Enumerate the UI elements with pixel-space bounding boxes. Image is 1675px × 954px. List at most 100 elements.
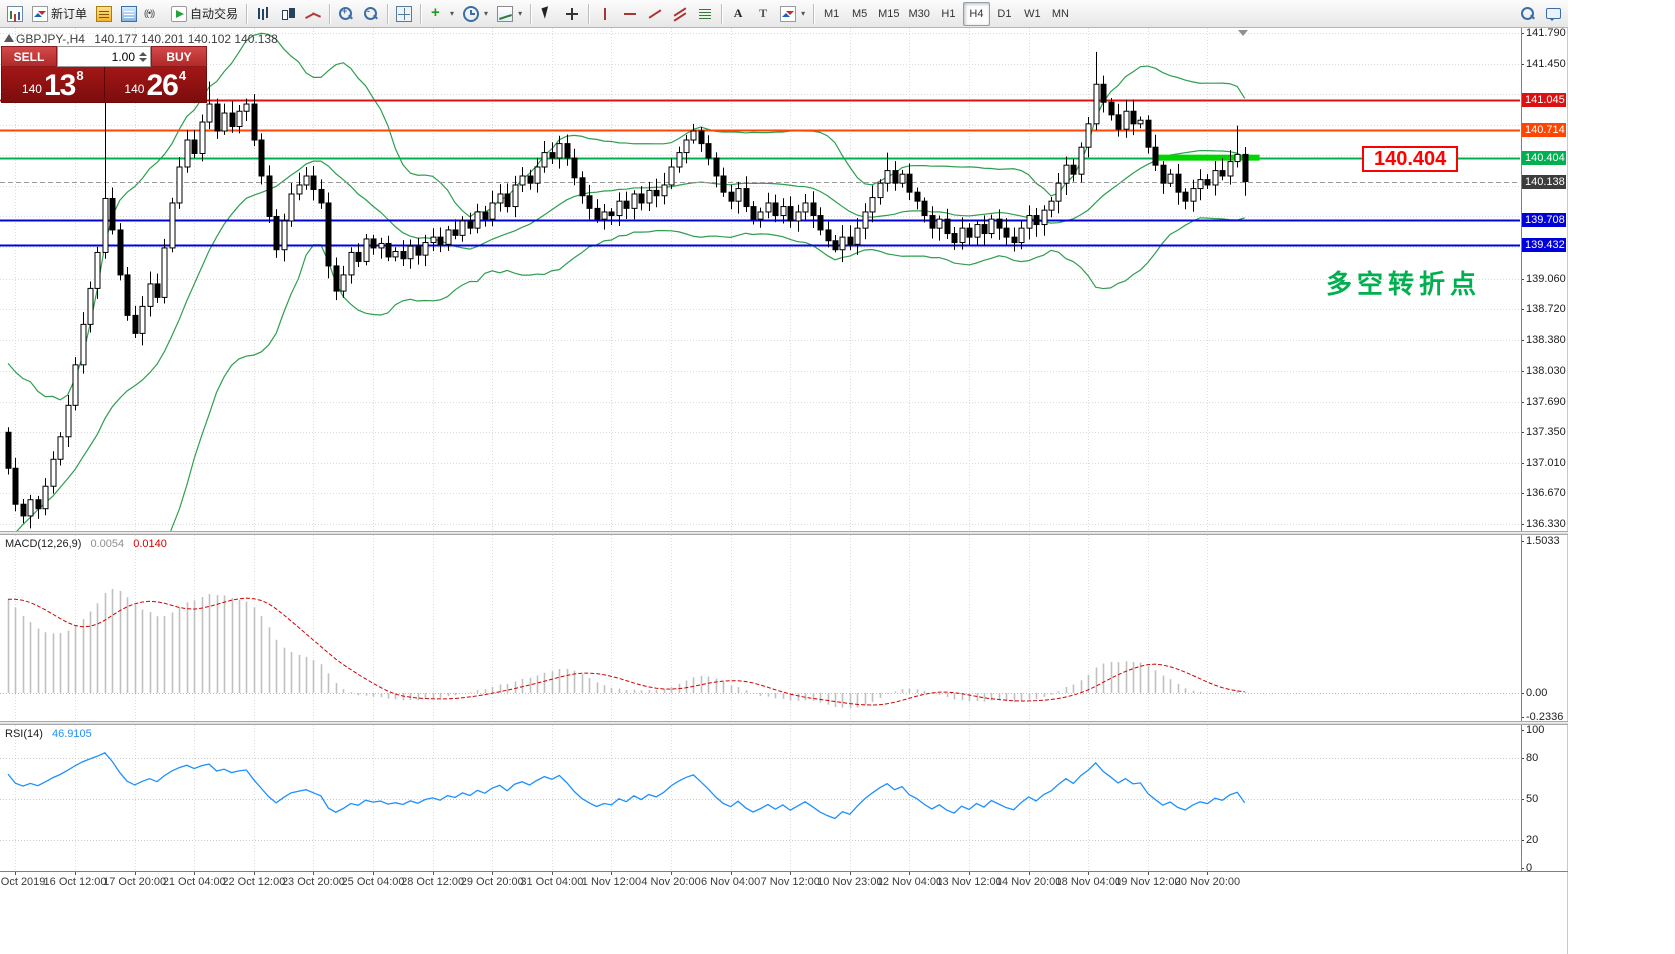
chat-button[interactable] — [1541, 2, 1565, 26]
toolbar-separator — [588, 3, 590, 24]
rsi-pane — [0, 751, 1520, 841]
toolbar: 新订单 自动交易 + - A T M1 — [0, 0, 1568, 28]
crosshair-tool-button[interactable] — [560, 2, 584, 26]
macd-splitter[interactable] — [0, 531, 1568, 535]
new-order-label: 新订单 — [51, 7, 88, 21]
fibonacci-tool[interactable] — [693, 2, 717, 26]
timeframe-h4[interactable]: H4 — [962, 1, 990, 26]
timeframe-h1[interactable]: H1 — [941, 7, 956, 20]
indicators-icon — [429, 5, 445, 22]
volume-up-icon[interactable] — [139, 51, 147, 56]
fibonacci-icon — [697, 6, 713, 22]
cursor-tool-button[interactable] — [535, 2, 559, 26]
data-window-glyph — [121, 5, 138, 22]
price-callout-box[interactable]: 140.404 — [1362, 146, 1459, 172]
chart-window-glyph — [7, 5, 23, 22]
periods-button[interactable] — [459, 2, 492, 26]
indicators-button[interactable] — [425, 2, 458, 26]
new-order-button[interactable]: 新订单 — [28, 2, 91, 26]
cursor-icon — [539, 6, 555, 22]
vertical-line-icon — [597, 6, 613, 22]
macd-name: MACD(12,26,9) — [5, 538, 82, 550]
bar-chart-button[interactable] — [251, 2, 275, 26]
volume-value: 1.00 — [111, 49, 135, 64]
volume-down-icon[interactable] — [139, 57, 147, 62]
buy-button[interactable]: BUY — [151, 46, 207, 67]
timeframe-m30[interactable]: M30 — [908, 7, 930, 20]
line-icon — [305, 6, 321, 22]
line-chart-button[interactable] — [301, 2, 325, 26]
sell-button[interactable]: SELL — [1, 46, 57, 67]
trendline-icon — [647, 6, 663, 22]
clock-icon — [463, 5, 480, 22]
horizontal-line-tool[interactable] — [618, 2, 642, 26]
volume-input[interactable]: 1.00 — [57, 46, 151, 67]
candlestick-chart-button[interactable] — [276, 2, 300, 26]
toolbar-separator — [530, 3, 532, 24]
symbol-info: GBPJPY-,H4 140.177 140.201 140.102 140.1… — [16, 32, 278, 46]
tile-windows-button[interactable] — [392, 2, 416, 26]
channel-tool[interactable] — [668, 2, 692, 26]
text-label-tool[interactable]: T — [759, 6, 768, 20]
toolbar-separator — [329, 3, 331, 24]
symbol-name: GBPJPY-,H4 — [16, 32, 85, 46]
templates-button[interactable] — [493, 2, 526, 26]
macd-histogram — [7, 588, 1247, 709]
one-click-trading-panel: SELL 1.00 BUY 140 13 8 140 26 4 — [1, 46, 207, 103]
market-watch-icon[interactable] — [92, 2, 116, 26]
chat-icon — [1545, 6, 1561, 22]
arrows-icon — [780, 5, 797, 22]
sell-price-button[interactable]: 140 13 8 — [2, 67, 104, 102]
bb-lower — [170, 217, 1245, 531]
timeframe-m5[interactable]: M5 — [851, 7, 868, 20]
toolbar-separator — [420, 3, 422, 24]
text-tool[interactable]: A — [733, 6, 743, 20]
search-button[interactable] — [1516, 2, 1540, 26]
trendline-tool[interactable] — [643, 2, 667, 26]
highlight-segment[interactable] — [1155, 154, 1260, 161]
symbol-ohlc: 140.177 140.201 140.102 140.138 — [94, 32, 278, 46]
zoom-out-button[interactable]: - — [359, 2, 383, 26]
macd-signal-value: 0.0140 — [133, 538, 167, 550]
sell-price-sup: 8 — [76, 68, 84, 83]
macd-pane — [0, 588, 1520, 709]
toolbar-separator — [387, 3, 389, 24]
alerts-icon[interactable] — [142, 2, 166, 26]
one-click-toggle-icon[interactable] — [4, 34, 14, 42]
volume-stepper[interactable] — [139, 51, 147, 62]
buy-price-button[interactable]: 140 26 4 — [103, 67, 207, 102]
timeframe-m15[interactable]: M15 — [878, 7, 900, 20]
new-order-icon — [32, 5, 48, 22]
bars-icon — [255, 6, 271, 22]
chart-window-icon[interactable] — [3, 2, 27, 26]
market-watch-glyph — [96, 5, 113, 22]
toolbar-separator — [813, 3, 815, 24]
sell-price-small: 140 — [21, 82, 42, 96]
zoom-in-button[interactable]: + — [334, 2, 358, 26]
data-window-icon[interactable] — [117, 2, 141, 26]
buy-price-sup: 4 — [178, 68, 187, 83]
timeframe-mn[interactable]: MN — [1051, 7, 1069, 20]
template-icon — [497, 5, 514, 22]
chart-canvas[interactable] — [0, 0, 1568, 954]
arrows-tool[interactable] — [776, 2, 809, 26]
timeframe-w1[interactable]: W1 — [1024, 7, 1041, 20]
macd-signal-line — [7, 597, 1245, 706]
timeframe-m1[interactable]: M1 — [823, 7, 840, 20]
toolbar-separator — [721, 3, 723, 24]
grid-layer — [0, 28, 1524, 875]
buy-price-big: 26 — [146, 69, 178, 102]
rsi-splitter[interactable] — [0, 721, 1568, 725]
toolbar-separator — [246, 3, 248, 24]
turning-point-text[interactable]: 多空转折点 — [1326, 269, 1482, 299]
sell-price-big: 13 — [43, 69, 76, 102]
alerts-glyph — [144, 6, 162, 22]
autotrading-button[interactable]: 自动交易 — [167, 2, 242, 26]
vertical-line-tool[interactable] — [593, 2, 617, 26]
rsi-name: RSI(14) — [5, 728, 43, 740]
rsi-value: 46.9105 — [51, 728, 92, 740]
macd-main-value: 0.0054 — [90, 538, 125, 550]
buy-price-small: 140 — [124, 82, 145, 96]
timeframe-d1[interactable]: D1 — [997, 7, 1012, 20]
search-icon — [1520, 6, 1536, 22]
